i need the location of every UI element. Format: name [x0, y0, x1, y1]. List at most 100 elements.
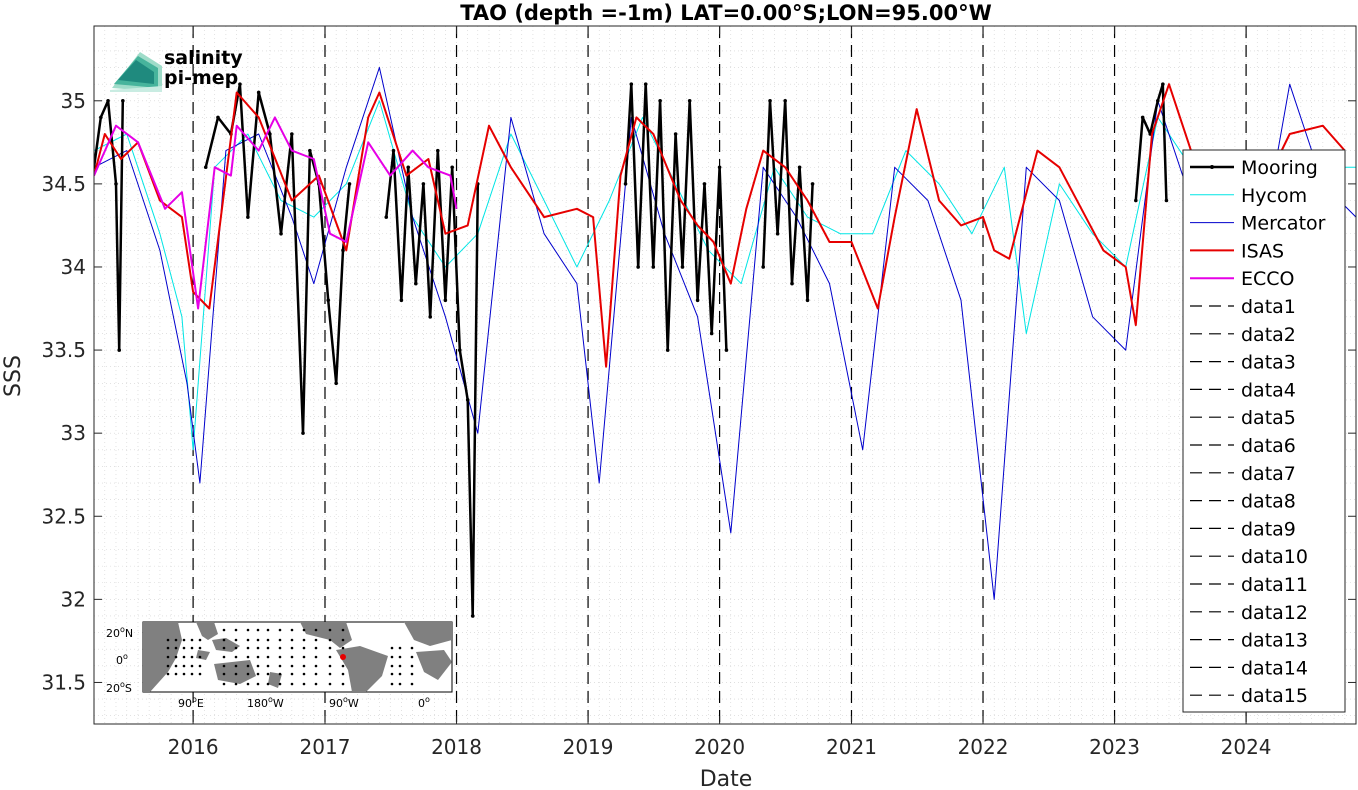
- legend-label: data12: [1241, 602, 1308, 624]
- mooring-point: [203, 165, 208, 170]
- legend-item: Mooring: [1190, 157, 1318, 179]
- map-mooring-dot: [222, 646, 226, 650]
- legend-label: data13: [1241, 630, 1308, 652]
- map-mooring-dot: [246, 655, 250, 659]
- legend-box: [1182, 149, 1346, 713]
- map-mooring-dot: [314, 682, 318, 686]
- mooring-segment: [385, 149, 480, 618]
- map-lat-20n: 20oN: [106, 625, 133, 640]
- map-mooring-dot: [198, 646, 202, 650]
- legend-label: data15: [1241, 685, 1308, 707]
- mooring-point: [1155, 98, 1160, 103]
- map-mooring-dot: [398, 672, 402, 676]
- mooring-point: [717, 165, 722, 170]
- x-tick-label: 2024: [1221, 735, 1272, 759]
- inset-map-moorings: [166, 628, 414, 686]
- mooring-point: [290, 132, 294, 136]
- legend-item: data5: [1190, 407, 1296, 429]
- mooring-point: [347, 182, 352, 186]
- map-mooring-dot: [341, 672, 345, 676]
- legend-label: data2: [1241, 324, 1296, 346]
- mooring-point: [238, 82, 242, 86]
- mooring-point: [457, 348, 462, 352]
- mooring-point: [268, 132, 272, 136]
- map-mooring-dot: [398, 646, 402, 650]
- map-lon-90w: 90oW: [329, 695, 359, 710]
- series-isas: [94, 83, 1346, 368]
- inset-map-frame: [142, 621, 453, 693]
- map-mooring-dot: [246, 638, 250, 642]
- map-mooring-dot: [256, 682, 260, 686]
- map-mooring-dot: [256, 664, 260, 668]
- x-tick-label: 2018: [431, 735, 482, 759]
- map-mooring-dot: [256, 638, 260, 642]
- map-mooring-dot: [290, 655, 294, 659]
- mooring-point: [761, 265, 765, 269]
- map-mooring-dot: [314, 638, 318, 642]
- map-mooring-dot: [246, 628, 250, 632]
- y-tick-label: 33: [61, 421, 86, 445]
- mooring-point: [673, 132, 678, 136]
- x-axis-ticks: 2016 2017 2018 2019 2020 2021 2022 2023 2024: [168, 26, 1272, 759]
- map-mooring-dot: [266, 682, 270, 686]
- series-line-mercator: [94, 67, 1356, 600]
- y-tick-label: 32.5: [41, 504, 86, 528]
- mooring-point: [414, 281, 418, 286]
- mooring-point: [334, 381, 338, 386]
- map-mooring-dot: [410, 655, 414, 659]
- mooring-segment: [94, 99, 125, 352]
- map-mooring-dot: [410, 646, 414, 650]
- map-mooring-dot: [266, 672, 270, 676]
- mooring-point: [643, 82, 648, 86]
- y-tick-label: 34: [61, 255, 86, 279]
- map-lon-90e: 90oE: [178, 695, 204, 710]
- map-mooring-dot: [234, 628, 238, 632]
- y-axis-label: SSS: [1, 355, 26, 397]
- mooring-point: [658, 98, 662, 103]
- salinity-pi-mep-logo: salinity pi-mep: [110, 47, 243, 92]
- map-mooring-dot: [410, 672, 414, 676]
- map-mooring-dot: [290, 628, 294, 632]
- legend-item: data11: [1190, 574, 1308, 596]
- map-mooring-dot: [278, 672, 282, 676]
- map-mooring-dot: [278, 655, 282, 659]
- map-mooring-dot: [190, 672, 194, 676]
- map-mooring-dot: [234, 672, 238, 676]
- map-mooring-dot: [390, 672, 394, 676]
- map-mooring-dot: [266, 664, 270, 668]
- map-mooring-dot: [166, 664, 170, 668]
- map-mooring-dot: [278, 638, 282, 642]
- map-mooring-dot: [390, 682, 394, 686]
- mooring-point: [724, 348, 729, 352]
- legend-item: Mercator: [1190, 213, 1326, 235]
- mooring-point: [709, 331, 714, 336]
- mooring-point: [465, 398, 470, 402]
- map-mooring-dot: [246, 664, 250, 668]
- map-mooring-dot: [341, 638, 345, 642]
- map-mooring-dot: [341, 628, 345, 632]
- y-tick-label: 35: [61, 89, 86, 113]
- map-mooring-dot: [341, 646, 345, 650]
- map-lon-180w: 180oW: [247, 695, 284, 710]
- mooring-point: [279, 231, 283, 236]
- map-mooring-dot: [190, 646, 194, 650]
- map-mooring-dot: [174, 638, 178, 642]
- logo-text-salinity: salinity: [164, 47, 243, 69]
- mooring-point: [435, 148, 440, 153]
- mooring-point: [391, 148, 396, 153]
- map-mooring-dot: [328, 655, 332, 659]
- map-mooring-dot: [234, 664, 238, 668]
- map-mooring-dot: [290, 672, 294, 676]
- map-lon-0: 0o: [418, 695, 430, 710]
- logo-text-pimep: pi-mep: [164, 67, 238, 89]
- chart-title: TAO (depth =-1m) LAT=0.00°S;LON=95.00°W: [460, 1, 992, 25]
- x-tick-label: 2019: [563, 735, 614, 759]
- inset-map-selected-mooring: [340, 654, 346, 660]
- y-tick-label: 33.5: [41, 338, 86, 362]
- map-mooring-dot: [398, 682, 402, 686]
- mooring-point: [783, 98, 787, 103]
- map-mooring-dot: [166, 638, 170, 642]
- map-mooring-dot: [166, 672, 170, 676]
- map-mooring-dot: [182, 672, 186, 676]
